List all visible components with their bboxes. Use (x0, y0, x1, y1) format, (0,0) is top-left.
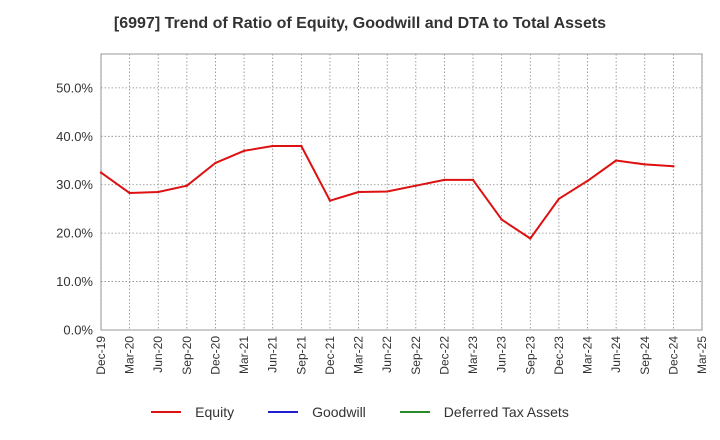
data-point (271, 144, 274, 148)
x-tick-label: Mar-22 (352, 336, 366, 374)
x-tick-label: Jun-24 (609, 336, 623, 373)
y-tick-label: 40.0% (56, 129, 93, 144)
legend: Equity Goodwill Deferred Tax Assets (0, 404, 720, 420)
plot-frame (100, 53, 703, 331)
x-tick-label: Mar-23 (466, 336, 480, 374)
legend-swatch-dta (399, 411, 430, 413)
x-tick-label: Sep-22 (409, 336, 423, 375)
x-tick-label: Dec-23 (552, 336, 566, 375)
data-point (242, 149, 246, 153)
data-point (672, 165, 675, 168)
y-tick-label: 50.0% (56, 80, 93, 95)
x-tick-label: Jun-20 (151, 336, 165, 373)
data-point (157, 190, 160, 194)
legend-label-dta: Deferred Tax Assets (443, 404, 569, 420)
data-point (128, 191, 131, 195)
data-point (414, 184, 418, 187)
data-point (443, 178, 446, 182)
data-point (214, 161, 217, 165)
data-point (471, 178, 475, 182)
data-point (357, 190, 360, 194)
x-tick-label: Mar-20 (123, 336, 137, 374)
x-tick-label: Mar-21 (237, 336, 251, 374)
legend-label-equity: Equity (195, 404, 235, 420)
x-tick-label: Mar-25 (695, 336, 709, 374)
x-tick-label: Dec-19 (94, 336, 108, 375)
legend-item-dta: Deferred Tax Assets (399, 404, 569, 420)
data-point (185, 184, 189, 187)
data-point (385, 190, 389, 193)
x-tick-label: Mar-24 (581, 336, 595, 374)
x-tick-label: Sep-20 (180, 336, 194, 375)
x-tick-label: Jun-22 (380, 336, 394, 373)
legend-swatch-goodwill (268, 411, 299, 413)
y-tick-label: 10.0% (56, 274, 93, 289)
x-tick-label: Dec-24 (666, 336, 680, 375)
chart-title: [6997] Trend of Ratio of Equity, Goodwil… (113, 15, 607, 32)
legend-item-equity: Equity (151, 404, 234, 420)
x-tick-label: Sep-21 (294, 336, 308, 375)
x-tick-label: Jun-23 (495, 336, 509, 373)
legend-item-goodwill: Goodwill (268, 404, 366, 420)
data-point (586, 179, 589, 183)
legend-label-goodwill: Goodwill (312, 404, 366, 420)
data-point (300, 144, 303, 148)
x-tick-label: Jun-21 (266, 336, 280, 373)
data-point (99, 171, 103, 174)
y-tick-label: 20.0% (56, 226, 93, 241)
y-tick-label: 0.0% (63, 323, 93, 338)
data-point (643, 163, 646, 166)
data-point (529, 237, 532, 240)
x-tick-label: Sep-23 (523, 336, 537, 375)
data-point (500, 218, 503, 221)
x-tick-label: Dec-22 (437, 336, 451, 375)
data-point (328, 199, 332, 202)
x-tick-label: Sep-24 (638, 336, 652, 375)
legend-swatch-equity (151, 411, 182, 413)
y-tick-label: 30.0% (56, 177, 93, 192)
x-tick-label: Dec-21 (323, 336, 337, 375)
x-tick-label: Dec-20 (208, 336, 222, 375)
chart-plot: 0.0% 10.0% 20.0% 30.0% 40.0% 50.0% Dec-19 Mar-2… (56, 53, 709, 375)
data-point (614, 159, 618, 162)
data-point (557, 197, 561, 200)
